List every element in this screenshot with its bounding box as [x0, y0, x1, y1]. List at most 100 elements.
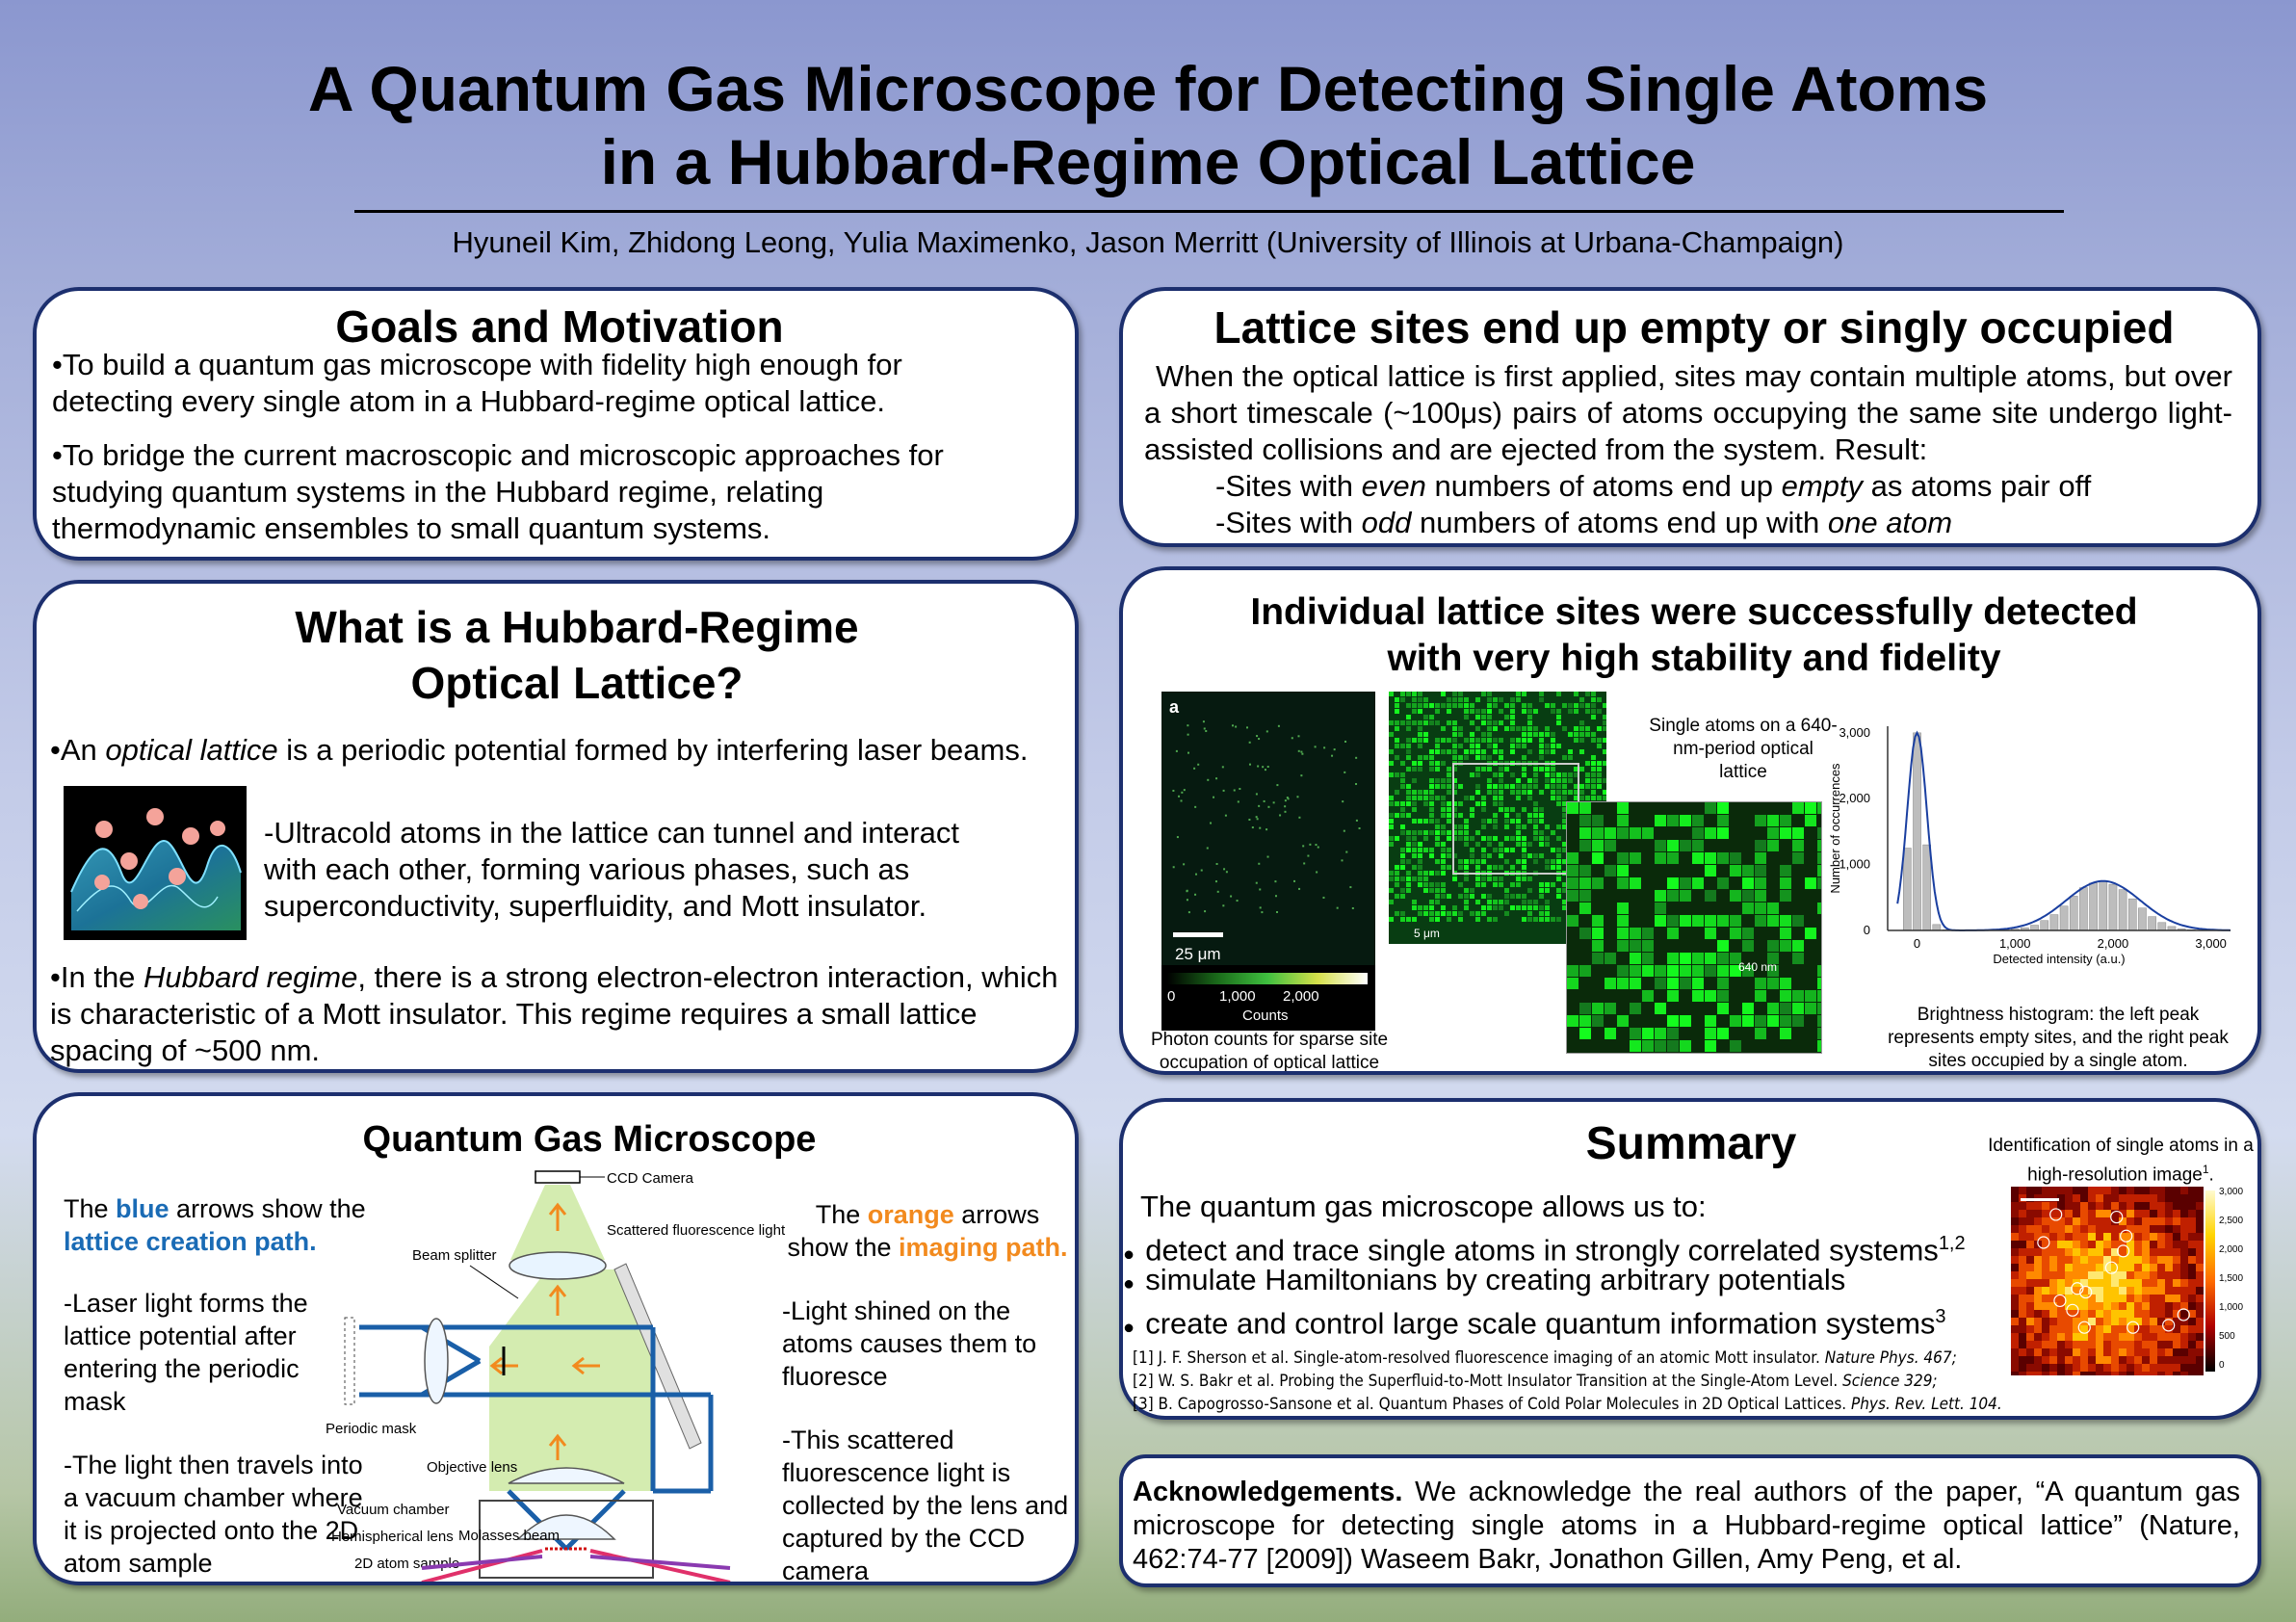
- histogram-y-tick: 1,000: [1839, 857, 1870, 872]
- panel-letter: a: [1169, 697, 1180, 717]
- histogram-caption: Brightness histogram: the left peak repr…: [1888, 1005, 2229, 1071]
- histogram-bar: [2148, 916, 2156, 931]
- histogram-bar: [1922, 844, 1932, 931]
- goals-bullet-1: •To build a quantum gas microscope with …: [52, 348, 902, 418]
- reference-3: [3] B. Capogrosso-Sansone et al. Quantum…: [1133, 1395, 2002, 1414]
- histogram-x-tick: 2,000: [2098, 936, 2129, 951]
- odd-result: -Sites with odd numbers of atoms end up …: [1215, 506, 1953, 539]
- hubbard-panel: What is a Hubbard-Regime Optical Lattice…: [33, 580, 1079, 1073]
- histogram-y-tick: 3,000: [1839, 725, 1870, 740]
- histogram-bar: [2108, 883, 2118, 931]
- ccd-camera: [535, 1170, 581, 1184]
- histogram-bar: [2040, 920, 2049, 931]
- poster-title-line2: in a Hubbard-Regime Optical Lattice: [600, 126, 1696, 197]
- title-divider: [354, 210, 2064, 213]
- acknowledgements-panel: Acknowledgements. We acknowledge the rea…: [1119, 1454, 2261, 1587]
- acknowledgements-text: Acknowledgements. We acknowledge the rea…: [1133, 1477, 2240, 1575]
- reference-1: [1] J. F. Sherson et al. Single-atom-res…: [1133, 1348, 1957, 1368]
- vacuum-chamber: [479, 1500, 654, 1579]
- hemispherical-lens: [516, 1514, 616, 1540]
- histogram-bar: [2030, 925, 2039, 931]
- microscope-panel: Quantum Gas Microscope The blue arrows s…: [33, 1092, 1079, 1585]
- heatmap-colorbar-tick: 3,000: [2219, 1187, 2244, 1197]
- microscope-heading: Quantum Gas Microscope: [362, 1119, 817, 1160]
- atom-sample-label: 2D atom sample: [354, 1556, 459, 1572]
- microscope-schematic: CCD Camera Scattered fluorescence light …: [326, 1170, 786, 1582]
- ccd-label: CCD Camera: [607, 1170, 694, 1187]
- histogram-bar: [2049, 914, 2059, 931]
- author-line: Hyuneil Kim, Zhidong Leong, Yulia Maxime…: [452, 225, 1844, 259]
- spacing-label: 640 nm: [1738, 960, 1778, 974]
- scalebar-25um: 25 μm: [1175, 945, 1221, 963]
- summary-intro: The quantum gas microscope allows us to:: [1140, 1190, 1707, 1223]
- fluoresce-text: -Light shined on the atoms causes them t…: [782, 1296, 1037, 1391]
- molasses-beam-label: Molasses beam: [458, 1528, 561, 1544]
- summary-item-2: ● simulate Hamiltonians by creating arbi…: [1123, 1263, 1846, 1296]
- orange-arrows-caption: The orange arrows show the imaging path.: [787, 1200, 1068, 1262]
- heatmap-colorbar: [2205, 1190, 2215, 1372]
- heatmap-colorbar-tick: 500: [2219, 1331, 2235, 1342]
- vacuum-chamber-label: Vacuum chamber: [337, 1502, 449, 1518]
- histogram-x-label: Detected intensity (a.u.): [1993, 952, 2125, 966]
- histogram-bar: [2079, 887, 2088, 931]
- imaging-lens: [509, 1251, 607, 1280]
- scalebar-5um: 5 μm: [1414, 927, 1440, 940]
- goals-heading: Goals and Motivation: [335, 301, 784, 352]
- histogram-bar: [2157, 922, 2167, 931]
- colorbar-tick-1000: 1,000: [1219, 988, 1256, 1005]
- brightness-histogram: 0 1,000 2,000 3,000 0 1,000 2,000 3,000 Detecte…: [1828, 725, 2231, 966]
- optical-lattice-image: [64, 786, 247, 940]
- colorbar-tick-0: 0: [1167, 988, 1176, 1005]
- histogram-bar: [2099, 880, 2108, 931]
- histogram-fit-curve: [1896, 730, 2231, 931]
- colorbar-label: Counts: [1242, 1007, 1289, 1024]
- hemispherical-lens-label: Hemispherical lens: [331, 1529, 454, 1545]
- detection-heading-line1: Individual lattice sites were successful…: [1250, 591, 2138, 633]
- histogram-bar: [1932, 924, 1942, 931]
- single-atoms-label: Single atoms on a 640-nm-period optical …: [1649, 716, 1838, 782]
- histogram-bar: [2118, 889, 2127, 931]
- beam-splitter-label: Beam splitter: [412, 1247, 497, 1264]
- hubbard-regime-paragraph: •In the Hubbard regime, there is a stron…: [50, 960, 1058, 1067]
- poster-title-line1: A Quantum Gas Microscope for Detecting S…: [307, 53, 1989, 124]
- zoom-box: [1452, 763, 1579, 875]
- histogram-y-label: Number of occurrences: [1828, 763, 1842, 894]
- lattice-sites-heading: Lattice sites end up empty or singly occ…: [1213, 302, 2175, 353]
- summary-item-1: ● detect and trace single atoms in stron…: [1123, 1233, 1966, 1268]
- heatmap-inset: [2011, 1187, 2204, 1379]
- molasses-beams: [421, 1549, 731, 1582]
- histogram-y-tick: 0: [1864, 923, 1870, 937]
- heatmap-colorbar-tick: 2,500: [2219, 1216, 2244, 1226]
- histogram-bar: [2138, 907, 2147, 931]
- histogram-x-tick: 3,000: [2195, 936, 2227, 951]
- hubbard-heading-line2: Optical Lattice?: [410, 658, 744, 708]
- objective-lens-label: Objective lens: [427, 1459, 517, 1476]
- heatmap-colorbar-tick: 0: [2219, 1360, 2225, 1371]
- lattice-sites-panel: Lattice sites end up empty or singly occ…: [1119, 287, 2261, 547]
- blue-arrows-caption: The blue arrows show the lattice creation…: [64, 1194, 366, 1256]
- counts-colorbar: 0 1,000 2,000 Counts: [1161, 965, 1375, 1031]
- periodic-mask: [344, 1317, 355, 1405]
- colorbar-tick-2000: 2,000: [1283, 988, 1319, 1005]
- objective-lens: [508, 1467, 625, 1484]
- heatmap-colorbar-tick: 1,000: [2219, 1302, 2244, 1313]
- histogram-bar: [2059, 905, 2069, 931]
- goals-panel: Goals and Motivation •To build a quantum…: [33, 287, 1079, 561]
- scattered-light-text: -This scattered fluorescence light is co…: [782, 1426, 1069, 1585]
- hubbard-heading-line1: What is a Hubbard-Regime: [295, 602, 859, 652]
- histogram-y-tick: 2,000: [1839, 791, 1870, 805]
- heatmap-colorbar-tick: 2,000: [2219, 1244, 2244, 1255]
- scattered-label: Scattered fluorescence light: [607, 1222, 786, 1239]
- vacuum-chamber-text: -The light then travels into a vacuum ch…: [64, 1451, 363, 1578]
- histogram-bar: [2069, 896, 2078, 931]
- orange-arrows-group: [489, 1202, 600, 1460]
- optical-lattice-paragraph: •An optical lattice is a periodic potent…: [50, 733, 1029, 767]
- summary-item-3: ● create and control large scale quantum…: [1123, 1306, 1946, 1341]
- sparse-occupation-image: 25 μm a: [1161, 692, 1375, 1013]
- histogram-x-tick: 1,000: [1999, 936, 2031, 951]
- histogram-bar: [2127, 898, 2137, 931]
- inset-label: Identification of single atoms in a high…: [1988, 1136, 2254, 1186]
- histogram-bar: [1913, 732, 1921, 931]
- sparse-caption: Photon counts for sparse site occupation…: [1150, 1030, 1389, 1073]
- detection-heading-line2: with very high stability and fidelity: [1387, 638, 2001, 679]
